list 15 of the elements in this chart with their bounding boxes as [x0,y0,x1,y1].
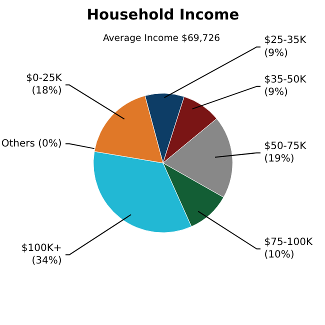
slice-label: $35-50K [264,74,307,86]
data-label: (18%) [32,86,62,97]
chart-subtitle: Average Income $69,726 [102,33,220,44]
slice-label: $25-35K [264,35,307,46]
data-label: (9%) [264,87,288,98]
slice-label: $75-100K [264,237,313,248]
slice-label: $50-75K [264,141,307,152]
legend-label: Others (0%) [1,138,62,150]
data-label: (10%) [264,250,294,261]
data-label: (19%) [264,154,294,165]
data-label: (34%) [32,256,62,267]
slice-label: $0-25K [26,73,62,84]
data-label: (9%) [264,48,288,59]
slice-label: $100K+ [21,242,62,254]
chart-title: Household Income [86,6,240,24]
